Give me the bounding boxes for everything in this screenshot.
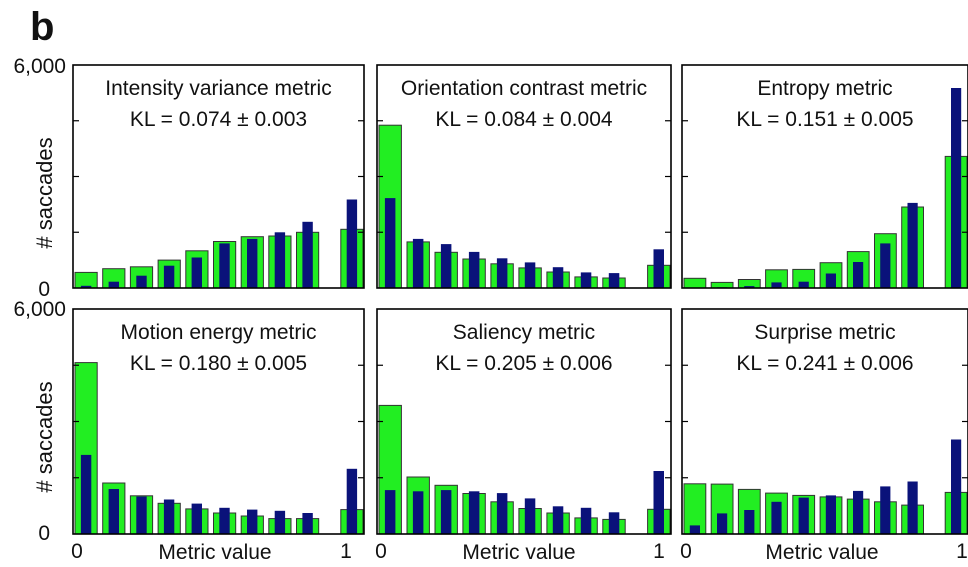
surprise-metric-blue-bar-5 (798, 497, 809, 534)
surprise-metric-blue-bar-7 (853, 490, 864, 534)
saliency-metric-blue-bar-10 (653, 471, 664, 534)
x-axis-label-col1: Metric value (158, 541, 271, 564)
y-axis-label-bottom: # saccades (32, 381, 57, 492)
entropy-metric-kl-label: KL = 0.151 ± 0.005 (736, 108, 913, 131)
x-tick-1-col3: 1 (956, 540, 968, 563)
orientation-contrast-metric-blue-bar-1 (384, 198, 396, 288)
saliency-metric-blue-bar-7 (552, 506, 564, 535)
surprise-metric-title: Surprise metric (754, 321, 895, 344)
orientation-contrast-metric-panel: Orientation contrast metric KL = 0.084 ± … (376, 64, 672, 289)
saliency-metric-title: Saliency metric (453, 321, 595, 344)
orientation-contrast-metric-title: Orientation contrast metric (401, 77, 647, 100)
motion-energy-metric-blue-bar-7 (247, 509, 258, 534)
intensity-variance-metric-blue-bar-6 (219, 243, 230, 288)
x-tick-0-col2: 0 (375, 540, 387, 563)
orientation-contrast-metric-blue-bar-5 (496, 258, 508, 288)
saliency-metric-blue-bar-2 (412, 491, 424, 535)
orientation-contrast-metric-blue-bar-7 (552, 267, 564, 288)
intensity-variance-metric-title: Intensity variance metric (105, 77, 331, 100)
x-tick-1-col2: 1 (653, 540, 665, 563)
intensity-variance-metric-blue-bar-9 (302, 221, 313, 288)
x-tick-1-col1: 1 (340, 540, 352, 563)
entropy-metric-blue-bar-7 (853, 262, 864, 288)
entropy-metric-blue-bar-5 (798, 281, 809, 288)
surprise-metric-blue-bar-8 (880, 486, 891, 534)
entropy-metric-blue-bar-8 (880, 243, 891, 288)
motion-energy-metric-blue-bar-9 (302, 513, 313, 534)
motion-energy-metric-blue-bar-8 (274, 510, 286, 535)
saliency-metric-blue-bar-9 (608, 512, 620, 535)
saliency-metric-blue-bar-5 (496, 493, 508, 534)
orientation-contrast-metric-blue-bar-10 (653, 249, 664, 288)
entropy-metric-blue-bar-9 (907, 202, 918, 288)
x-tick-0-col1: 0 (71, 540, 83, 563)
saliency-metric-blue-bar-8 (580, 507, 592, 535)
saliency-metric-blue-bar-3 (440, 490, 452, 534)
motion-energy-metric-blue-bar-4 (163, 499, 175, 534)
entropy-metric-green-bar-2 (710, 281, 734, 289)
entropy-metric-green-bar-1 (683, 277, 707, 289)
saliency-metric-kl-label: KL = 0.205 ± 0.006 (435, 352, 612, 375)
intensity-variance-metric-blue-bar-4 (163, 265, 175, 288)
motion-energy-metric-title: Motion energy metric (120, 321, 316, 344)
surprise-metric-kl-label: KL = 0.241 ± 0.006 (736, 352, 913, 375)
orientation-contrast-metric-blue-bar-6 (524, 262, 536, 288)
motion-energy-metric-blue-bar-10 (346, 468, 358, 535)
saliency-metric-blue-bar-4 (468, 491, 480, 535)
entropy-metric-blue-bar-4 (771, 282, 782, 288)
saliency-metric-blue-bar-6 (524, 498, 536, 534)
surprise-metric-blue-bar-1 (689, 525, 700, 534)
entropy-metric-blue-bar-10 (951, 88, 962, 288)
orientation-contrast-metric-blue-bar-3 (440, 244, 452, 288)
orientation-contrast-metric-blue-bar-8 (580, 272, 592, 288)
intensity-variance-metric-blue-bar-8 (274, 232, 286, 289)
x-axis-label-col2: Metric value (462, 541, 575, 564)
surprise-metric-blue-bar-10 (951, 439, 962, 534)
y-tick-top-row-max: 6,000 (13, 55, 66, 78)
motion-energy-metric-kl-label: KL = 0.180 ± 0.005 (130, 352, 307, 375)
surprise-metric-blue-bar-2 (717, 513, 728, 534)
saliency-metric-panel: Saliency metric KL = 0.205 ± 0.006 (376, 308, 672, 535)
orientation-contrast-metric-kl-label: KL = 0.084 ± 0.004 (435, 108, 612, 131)
y-axis-label-top: # saccades (32, 137, 57, 248)
motion-energy-metric-panel: Motion energy metric KL = 0.180 ± 0.005 (72, 308, 365, 535)
orientation-contrast-metric-blue-bar-2 (412, 238, 424, 288)
x-axis-label-col3: Metric value (765, 541, 878, 564)
intensity-variance-metric-blue-bar-1 (80, 285, 92, 288)
y-tick-bottom-row-max: 6,000 (13, 298, 66, 321)
intensity-variance-metric-green-bar-1 (74, 271, 98, 289)
intensity-variance-metric-panel: Intensity variance metric KL = 0.074 ± 0.… (72, 64, 365, 289)
surprise-metric-blue-bar-4 (771, 501, 782, 535)
motion-energy-metric-blue-bar-1 (80, 454, 92, 534)
surprise-metric-blue-bar-9 (907, 481, 918, 534)
motion-energy-metric-blue-bar-2 (108, 489, 119, 534)
intensity-variance-metric-kl-label: KL = 0.074 ± 0.003 (130, 108, 307, 131)
intensity-variance-metric-blue-bar-7 (247, 238, 258, 288)
motion-energy-metric-blue-bar-5 (191, 503, 202, 534)
motion-energy-metric-blue-bar-6 (219, 507, 230, 535)
intensity-variance-metric-blue-bar-2 (108, 281, 119, 288)
panel-label: b (30, 5, 54, 49)
motion-energy-metric-blue-bar-3 (136, 496, 147, 534)
x-tick-0-col3: 0 (680, 540, 692, 563)
saliency-metric-blue-bar-1 (384, 490, 396, 534)
surprise-metric-blue-bar-6 (825, 495, 836, 534)
intensity-variance-metric-blue-bar-3 (136, 275, 147, 288)
orientation-contrast-metric-blue-bar-4 (468, 251, 480, 288)
y-tick-top-row-min: 0 (38, 278, 50, 301)
entropy-metric-title: Entropy metric (757, 77, 892, 100)
surprise-metric-panel: Surprise metric KL = 0.241 ± 0.006 (681, 308, 968, 535)
orientation-contrast-metric-blue-bar-9 (608, 273, 620, 288)
surprise-metric-blue-bar-3 (744, 510, 755, 534)
entropy-metric-blue-bar-3 (744, 286, 755, 288)
entropy-metric-blue-bar-6 (825, 273, 836, 288)
y-tick-bottom-row-min: 0 (38, 522, 50, 545)
intensity-variance-metric-blue-bar-10 (346, 199, 358, 288)
entropy-metric-panel: Entropy metric KL = 0.151 ± 0.005 (681, 64, 968, 289)
intensity-variance-metric-blue-bar-5 (191, 257, 202, 288)
